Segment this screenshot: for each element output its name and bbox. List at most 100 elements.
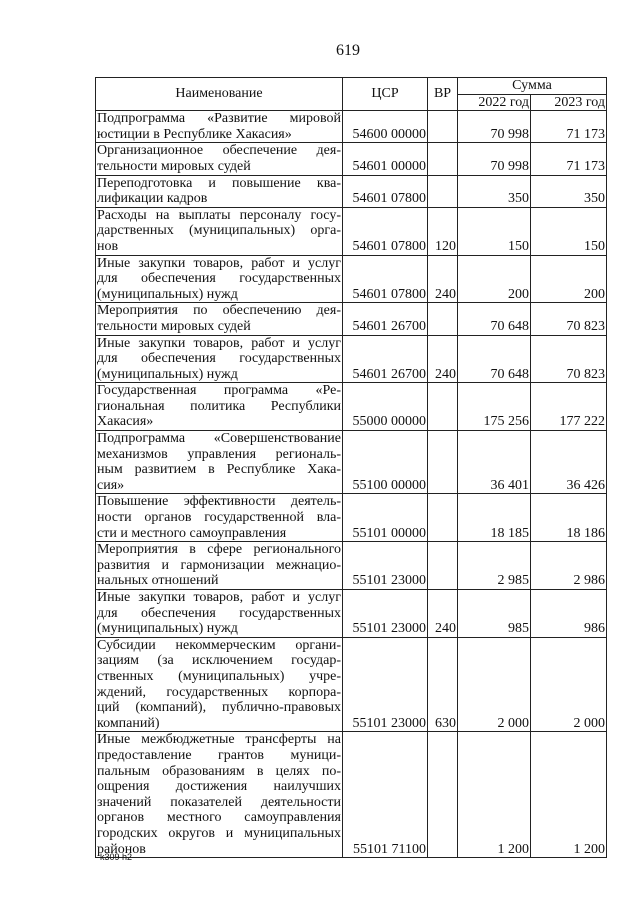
row-csr: 55101 23000 bbox=[342, 589, 428, 638]
row-name: Иные закупки товаров, работ и услуг для о… bbox=[95, 254, 343, 304]
row-2022: 36 401 bbox=[457, 430, 531, 495]
row-2023: 177 222 bbox=[530, 382, 607, 432]
row-2022: 175 256 bbox=[457, 382, 531, 432]
row-2023: 150 bbox=[530, 206, 607, 256]
row-name-line: гиональная политика Республики bbox=[97, 398, 341, 414]
footer-code: k309 h2 bbox=[100, 852, 133, 862]
header-sum: Сумма bbox=[457, 77, 607, 95]
row-name-line: Подпрограмма «Совершенствование bbox=[97, 431, 341, 447]
row-2023: 986 bbox=[530, 589, 607, 638]
row-name-line: Государственная программа «Ре- bbox=[97, 383, 341, 399]
row-2023: 2 986 bbox=[530, 541, 607, 590]
row-2023: 18 186 bbox=[530, 493, 607, 543]
row-name: Подпрограмма «Совершенствование механизмо… bbox=[95, 430, 343, 495]
table-body: Подпрограмма «Развитие мировой юстиции в … bbox=[95, 110, 607, 859]
row-name-line: Расходы на выплаты персоналу госу- bbox=[97, 207, 341, 223]
header-2022: 2022 год bbox=[457, 93, 531, 112]
row-2022: 350 bbox=[457, 174, 531, 208]
row-name-line: Иные закупки товаров, работ и услуг bbox=[97, 590, 341, 605]
row-name-line: Повышение эффективности деятель- bbox=[97, 494, 341, 510]
row-csr: 54600 00000 bbox=[342, 110, 428, 144]
row-name-line: Иные закупки товаров, работ и услуг bbox=[97, 335, 341, 351]
row-name-line: районов bbox=[97, 841, 146, 857]
row-name-line: ощрения достижения наилучших bbox=[97, 779, 341, 795]
row-name-line: Иные межбюджетные трансферты на bbox=[97, 732, 341, 748]
table-row: Иные межбюджетные трансферты на предостав… bbox=[95, 731, 607, 859]
table-row: Иные закупки товаров, работ и услуг для о… bbox=[95, 589, 607, 638]
row-name-line: органов местного самоуправления bbox=[97, 810, 341, 826]
row-2022: 70 998 bbox=[457, 110, 531, 144]
row-2022: 200 bbox=[457, 254, 531, 304]
row-csr: 55100 00000 bbox=[342, 430, 428, 495]
row-vr: 240 bbox=[427, 254, 458, 304]
row-name-line: сти и местного самоуправления bbox=[97, 525, 287, 541]
budget-table: Наименование ЦСР ВР Сумма 2022 год 2023 … bbox=[95, 76, 607, 859]
row-2022: 2 985 bbox=[457, 541, 531, 590]
row-name-line: развития и гармонизации межнацио- bbox=[97, 557, 341, 573]
row-2022: 18 185 bbox=[457, 493, 531, 543]
row-name-line: дарственных (муниципальных) орга- bbox=[97, 223, 341, 239]
row-name: Мероприятия по обеспечению дея-тельности… bbox=[95, 302, 343, 336]
row-name-line: ности органов государственной вла- bbox=[97, 510, 341, 526]
row-name-line: предоставление грантов муници- bbox=[97, 747, 341, 763]
row-name: Иные закупки товаров, работ и услуг для о… bbox=[95, 589, 343, 638]
table-row: Государственная программа «Ре-гиональная… bbox=[95, 382, 607, 432]
row-vr: 630 bbox=[427, 636, 458, 733]
row-2023: 1 200 bbox=[530, 731, 607, 859]
row-2022: 70 648 bbox=[457, 302, 531, 336]
row-vr bbox=[427, 382, 458, 432]
row-name: Переподготовка и повышение ква-лификации… bbox=[95, 174, 343, 208]
row-vr bbox=[427, 174, 458, 208]
row-vr bbox=[427, 731, 458, 859]
row-vr bbox=[427, 302, 458, 336]
row-name-line: Подпрограмма «Развитие мировой bbox=[97, 111, 341, 127]
row-name-line: пальным образованиям в целях по- bbox=[97, 763, 341, 779]
row-vr: 240 bbox=[427, 589, 458, 638]
row-vr bbox=[427, 142, 458, 176]
row-name-line: ным развитием в Республике Хака- bbox=[97, 462, 341, 478]
row-2023: 350 bbox=[530, 174, 607, 208]
row-name: Повышение эффективности деятель-ности ор… bbox=[95, 493, 343, 543]
header-vr: ВР bbox=[427, 76, 458, 112]
row-csr: 55101 23000 bbox=[342, 636, 428, 733]
row-name-line: Хакасия» bbox=[97, 414, 154, 430]
table-row: Переподготовка и повышение ква-лификации… bbox=[95, 174, 607, 208]
row-name-line: компаний) bbox=[97, 715, 160, 731]
table-row: Мероприятия по обеспечению дея-тельности… bbox=[95, 302, 607, 336]
row-name: Организационное обеспечение дея-тельност… bbox=[95, 142, 343, 176]
page-number: 619 bbox=[336, 42, 360, 59]
row-name-line: Иные закупки товаров, работ и услуг bbox=[97, 255, 341, 271]
table-row: Подпрограмма «Развитие мировой юстиции в … bbox=[95, 110, 607, 144]
row-2022: 70 998 bbox=[457, 142, 531, 176]
row-name: Расходы на выплаты персоналу госу-дарств… bbox=[95, 206, 343, 256]
row-csr: 54601 00000 bbox=[342, 142, 428, 176]
row-name-line: Мероприятия в сфере регионального bbox=[97, 542, 341, 558]
row-name-line: (муниципальных) нужд bbox=[97, 286, 238, 302]
row-name-line: городских округов и муниципальных bbox=[97, 825, 341, 841]
row-name-line: нальных отношений bbox=[97, 573, 219, 589]
row-name-line: (муниципальных) нужд bbox=[97, 366, 238, 382]
row-name-line: юстиции в Республике Хакасия» bbox=[97, 126, 292, 142]
row-csr: 54601 07800 bbox=[342, 174, 428, 208]
row-name-line: Организационное обеспечение дея- bbox=[97, 143, 341, 159]
row-name-line: тельности мировых судей bbox=[97, 158, 251, 174]
row-name: Подпрограмма «Развитие мировой юстиции в … bbox=[95, 110, 343, 144]
row-csr: 55101 23000 bbox=[342, 541, 428, 590]
row-csr: 54601 26700 bbox=[342, 334, 428, 384]
row-2023: 200 bbox=[530, 254, 607, 304]
row-csr: 55101 71100 bbox=[342, 731, 428, 859]
table-row: Подпрограмма «Совершенствование механизмо… bbox=[95, 430, 607, 495]
row-vr bbox=[427, 493, 458, 543]
row-name: Субсидии некоммерческим органи-зациям (з… bbox=[95, 636, 343, 733]
row-name-line: нов bbox=[97, 238, 119, 254]
row-csr: 54601 26700 bbox=[342, 302, 428, 336]
row-csr: 55101 00000 bbox=[342, 493, 428, 543]
header-row: Наименование ЦСР ВР Сумма bbox=[95, 76, 607, 112]
row-name-line: значений показателей деятельности bbox=[97, 794, 341, 810]
row-name: Иные межбюджетные трансферты на предостав… bbox=[95, 731, 343, 859]
row-name: Мероприятия в сфере регионального развити… bbox=[95, 541, 343, 590]
row-name-line: ждений, государственных корпора- bbox=[97, 684, 341, 700]
header-csr: ЦСР bbox=[342, 76, 428, 112]
row-csr: 55000 00000 bbox=[342, 382, 428, 432]
row-name-line: для обеспечения государственных bbox=[97, 351, 341, 367]
